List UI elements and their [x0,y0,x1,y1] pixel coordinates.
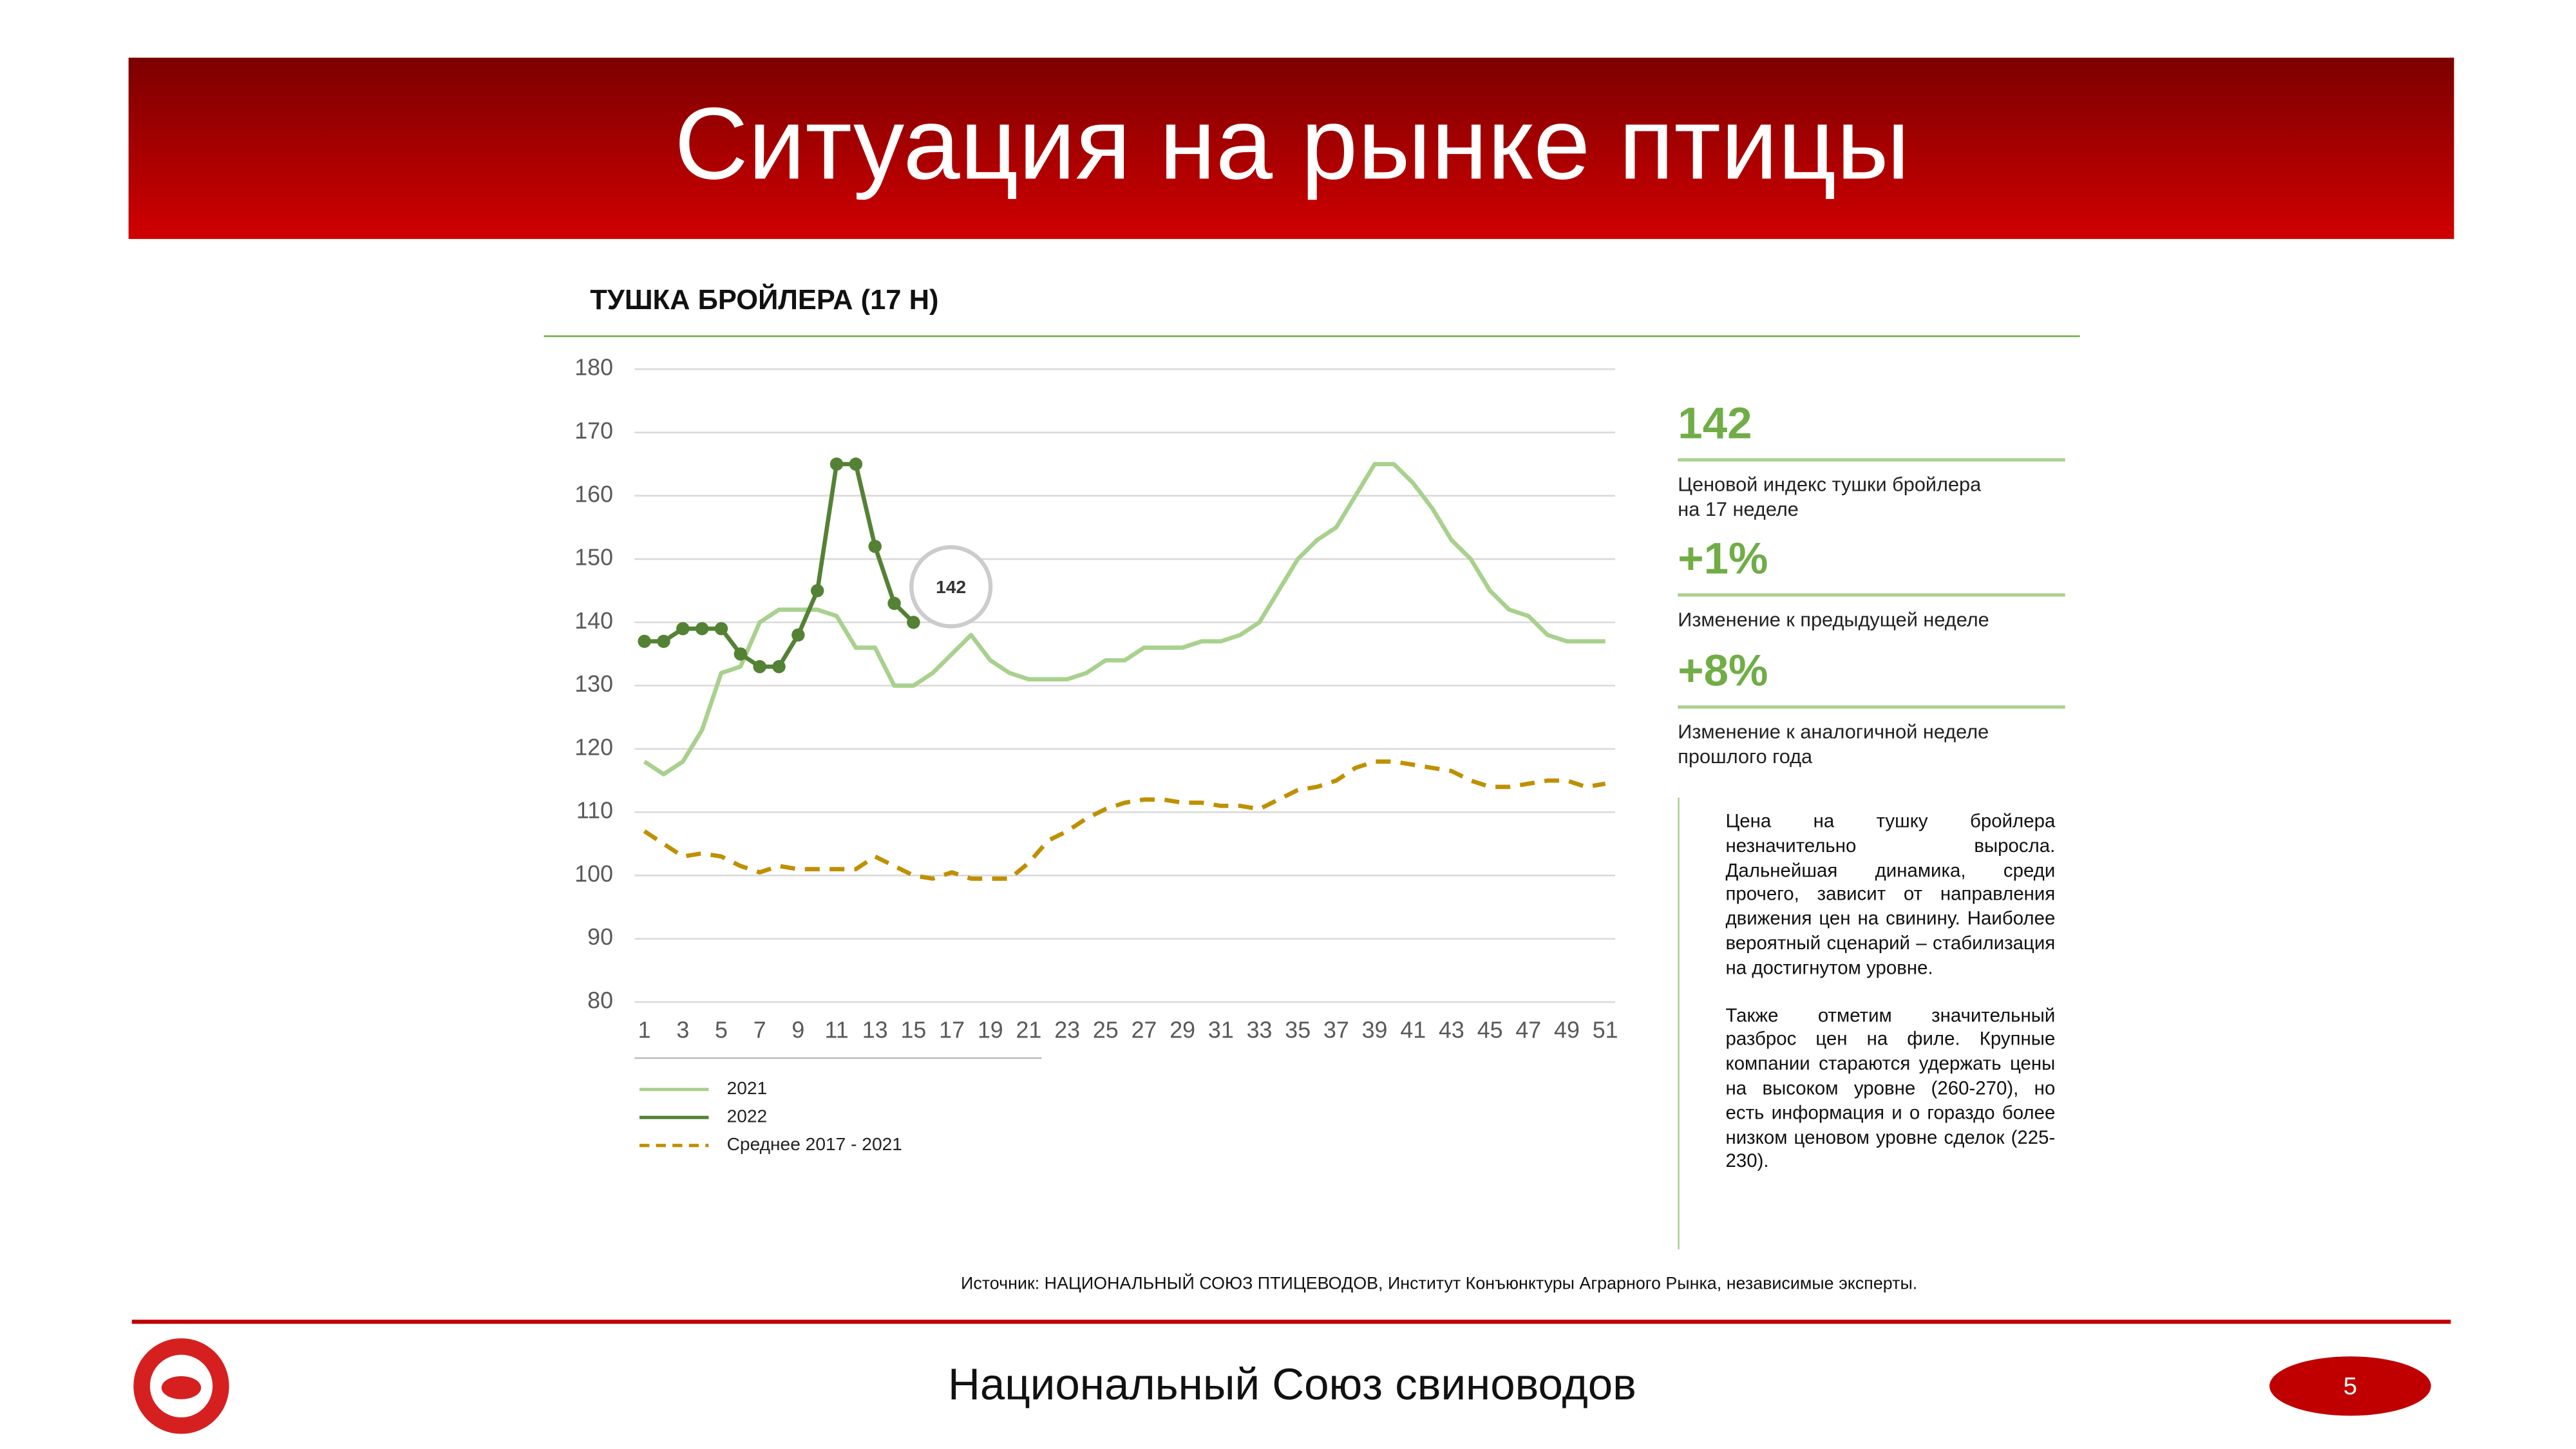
x-tick-label: 49 [1554,1018,1580,1043]
x-tick-label: 47 [1515,1018,1541,1043]
x-tick-label: 27 [1132,1018,1157,1043]
kpi-rule [1678,705,2065,709]
series-line [643,462,1605,777]
point [849,457,863,471]
x-tick-label: 13 [862,1018,888,1043]
y-tick-label: 110 [576,798,613,824]
y-tick-label: 120 [574,734,613,760]
kpi-label: Ценовой индекс тушки бройлера на 17 неде… [1678,473,1982,521]
point [753,659,766,674]
y-tick-label: 80 [587,987,613,1013]
callout-circle [909,545,993,629]
kpi-rule [1678,458,2065,462]
x-tick-label: 7 [753,1018,766,1043]
x-tick-label: 1 [638,1018,651,1043]
y-tick-label: 170 [574,418,613,444]
x-tick-label: 43 [1439,1018,1464,1043]
kpi-label: Изменение к аналогичной неделе прошлого … [1678,720,1989,768]
legend-label: 2022 [727,1106,768,1126]
x-tick-label: 37 [1323,1018,1349,1043]
y-tick-label: 160 [574,481,613,507]
point [868,540,882,553]
x-tick-label: 19 [978,1018,1003,1043]
x-tick-label: 11 [824,1018,848,1043]
kpi-value: +1% [1678,534,1768,583]
x-tick-label: 45 [1477,1018,1503,1043]
footer-text: Национальный Союз свиноводов [948,1359,1636,1409]
x-tick-label: 33 [1247,1018,1273,1043]
x-tick-label: 21 [1016,1018,1042,1043]
y-tick-label: 150 [574,545,613,571]
series-line [644,462,915,669]
callout: 142 [936,577,966,597]
series-line [643,759,1606,881]
point [829,457,844,471]
x-tick-label: 41 [1400,1018,1426,1043]
y-tick-label: 140 [574,608,613,634]
kpi-value: +8% [1678,646,1768,696]
x-tick-label: 31 [1208,1018,1234,1043]
commentary-paragraph: Цена на тушку бройлера незначительно выр… [1725,812,2056,979]
point [810,583,824,598]
y-tick-label: 90 [587,924,613,950]
point [695,621,709,636]
x-tick-label: 35 [1285,1018,1311,1043]
slide-title: Ситуация на рынке птицы [674,86,1909,200]
header-band [128,57,2454,240]
source: Источник: НАЦИОНАЛЬНЫЙ СОЮЗ ПТИЦЕВОДОВ, … [961,1274,1918,1294]
kpi-label: Изменение к предыдущей неделе [1678,608,1989,632]
y-tick-label: 130 [574,671,613,697]
point [638,634,651,649]
x-tick-label: 51 [1593,1018,1618,1043]
point [887,596,901,611]
kpi-panel: 142 Ценовой индекс тушки бройлера на 17 … [1678,399,2067,768]
point [676,621,690,636]
x-tick-label: 39 [1362,1018,1388,1043]
x-tick-label: 5 [715,1018,728,1043]
point [791,628,805,642]
x-tick-label: 17 [939,1018,965,1043]
point [714,621,728,636]
x-tick-label: 29 [1170,1018,1195,1043]
kpi-rule [1678,593,2065,597]
chart-title: ТУШКА БРОЙЛЕРА (17 Н) [590,283,938,316]
point [772,659,786,674]
x-tick-label: 25 [1093,1018,1119,1043]
legend-label: Среднее 2017 - 2021 [727,1134,902,1154]
page-number: 5 [2344,1372,2357,1400]
point [907,616,920,629]
y-tick-label: 180 [574,355,613,381]
page-badge [2269,1356,2431,1416]
x-tick-label: 9 [791,1018,804,1043]
x-tick-label: 3 [676,1018,689,1043]
commentary: Цена на тушку бройлера незначительно выр… [1725,811,2055,1198]
logo-pig [161,1376,202,1399]
x-tick-label: 15 [900,1018,926,1043]
legend-label: 2021 [727,1078,768,1098]
commentary-rule [1678,797,1680,1249]
y-tick-label: 100 [574,861,613,887]
x-tick-label: 23 [1054,1018,1080,1043]
point [734,647,748,661]
kpi-value: 142 [1678,399,1752,449]
point [657,634,670,649]
commentary-paragraph: Также отметим значительный разброс цен н… [1725,1006,2056,1173]
